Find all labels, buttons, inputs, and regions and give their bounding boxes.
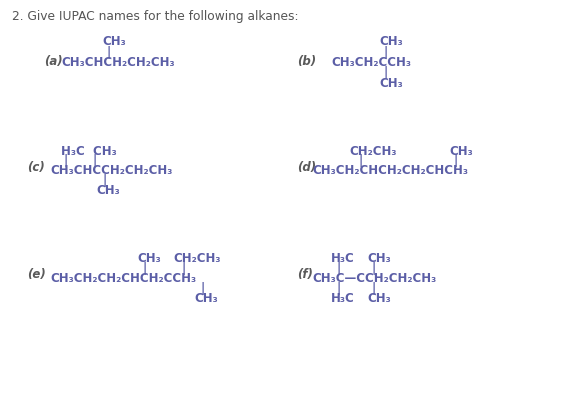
Text: 2. Give IUPAC names for the following alkanes:: 2. Give IUPAC names for the following al… xyxy=(12,10,298,23)
Text: CH₃: CH₃ xyxy=(194,293,218,305)
Text: |: | xyxy=(107,46,111,59)
Text: (e): (e) xyxy=(27,268,45,281)
Text: CH₃: CH₃ xyxy=(367,293,391,305)
Text: CH₃CHCCH₂CH₂CH₃: CH₃CHCCH₂CH₂CH₃ xyxy=(50,164,173,177)
Text: (b): (b) xyxy=(297,55,317,68)
Text: |: | xyxy=(182,262,186,275)
Text: (a): (a) xyxy=(44,55,62,68)
Text: (c): (c) xyxy=(27,161,44,174)
Text: CH₃CH₂CCH₃: CH₃CH₂CCH₃ xyxy=(331,56,411,69)
Text: (d): (d) xyxy=(297,161,317,174)
Text: CH₃: CH₃ xyxy=(102,35,126,48)
Text: |: | xyxy=(103,174,107,187)
Text: |: | xyxy=(142,262,146,275)
Text: |: | xyxy=(372,282,376,295)
Text: |: | xyxy=(384,46,388,59)
Text: CH₃: CH₃ xyxy=(379,35,403,48)
Text: CH₃: CH₃ xyxy=(97,184,121,197)
Text: |: | xyxy=(359,154,363,167)
Text: |      |: | | xyxy=(64,154,97,167)
Text: |: | xyxy=(384,66,388,79)
Text: |: | xyxy=(201,282,205,295)
Text: CH₃: CH₃ xyxy=(367,252,391,265)
Text: H₃C  CH₃: H₃C CH₃ xyxy=(61,145,117,158)
Text: |: | xyxy=(336,262,340,275)
Text: CH₃CH₂CHCH₂CH₂CHCH₃: CH₃CH₂CHCH₂CH₂CHCH₃ xyxy=(312,164,468,177)
Text: CH₃C—CCH₂CH₂CH₃: CH₃C—CCH₂CH₂CH₃ xyxy=(312,272,436,285)
Text: H₃C: H₃C xyxy=(331,293,355,305)
Text: CH₂CH₃: CH₂CH₃ xyxy=(174,252,221,265)
Text: CH₂CH₃: CH₂CH₃ xyxy=(350,145,397,158)
Text: H₃C: H₃C xyxy=(331,252,355,265)
Text: (f): (f) xyxy=(297,268,313,281)
Text: |: | xyxy=(454,154,458,167)
Text: CH₃CH₂CH₂CHCH₂CCH₃: CH₃CH₂CH₂CHCH₂CCH₃ xyxy=(50,272,196,285)
Text: CH₃CHCH₂CH₂CH₃: CH₃CHCH₂CH₂CH₃ xyxy=(61,56,175,69)
Text: |: | xyxy=(336,282,340,295)
Text: CH₃: CH₃ xyxy=(449,145,473,158)
Text: CH₃: CH₃ xyxy=(138,252,161,265)
Text: CH₃: CH₃ xyxy=(379,77,403,90)
Text: |: | xyxy=(372,262,376,275)
